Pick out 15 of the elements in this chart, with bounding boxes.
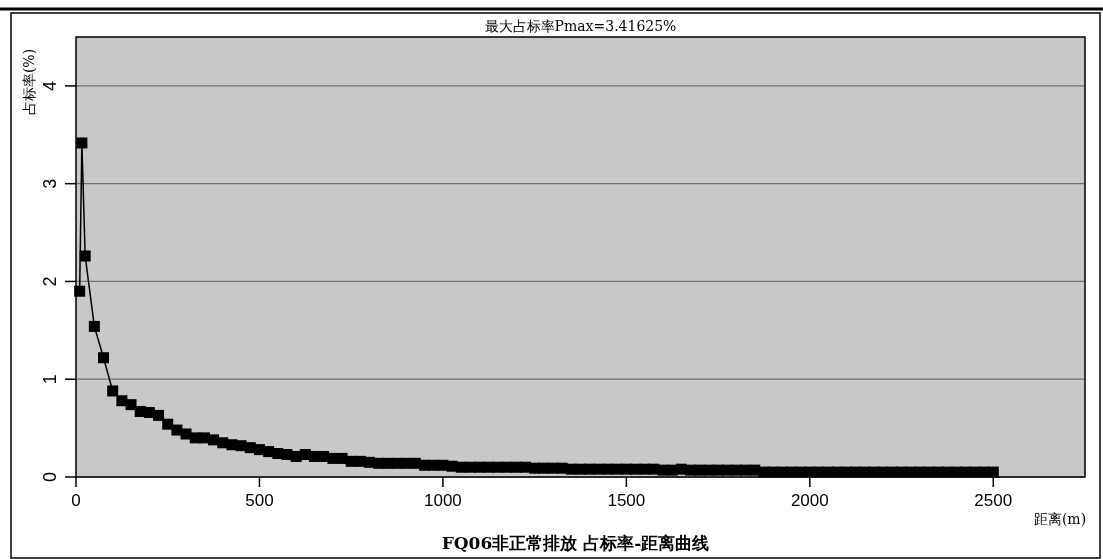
text: FQ06非正常排放 占标率-距离曲线	[441, 533, 710, 553]
x-tick-label: 2000	[790, 491, 829, 510]
x-tick-label: 0	[71, 491, 81, 510]
y-tick-label: 4	[40, 80, 60, 91]
y-tick-label: 1	[40, 374, 60, 385]
y-tick-label: 3	[40, 178, 60, 189]
x-axis-title: 距离(m)	[1033, 511, 1087, 527]
x-tick-label: 1000	[424, 491, 462, 510]
x-tick-label: 2500	[974, 491, 1013, 510]
x-tick-label: 500	[245, 491, 274, 510]
y-tick-label: 2	[40, 276, 60, 287]
x-tick-label: 1500	[607, 491, 646, 510]
text: 最大占标率Pmax=3.41625%	[484, 18, 677, 34]
y-tick-label: 0	[40, 471, 60, 483]
y-axis-title: 占标率(%)	[21, 48, 37, 116]
